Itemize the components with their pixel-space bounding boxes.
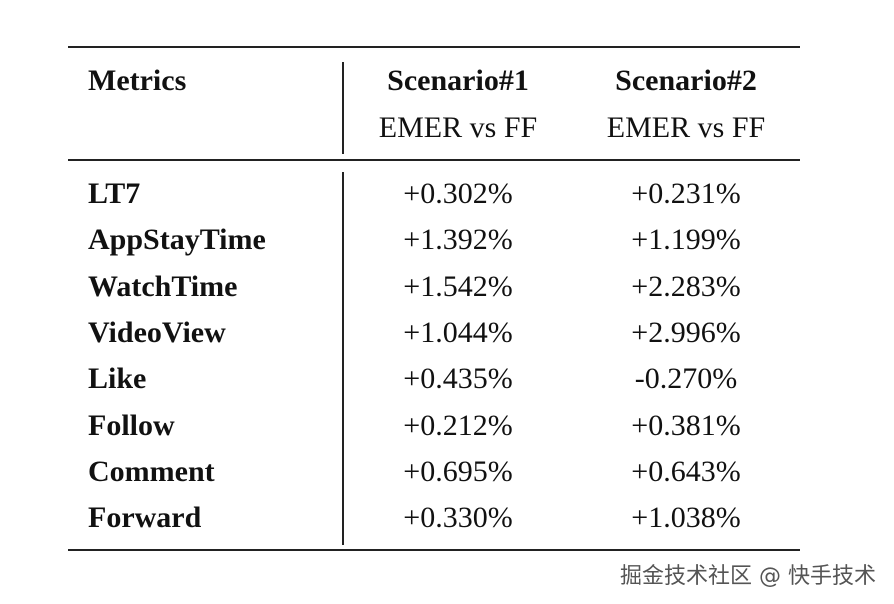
metric-value: +0.231% xyxy=(631,177,741,210)
metric-name: VideoView xyxy=(88,315,226,349)
metric-value: +0.302% xyxy=(403,177,513,210)
metric-value: +1.392% xyxy=(403,223,513,257)
subheader-cell: EMER vs FF xyxy=(378,111,538,144)
bottom-rule xyxy=(68,549,800,551)
metric-value: -0.270% xyxy=(634,362,738,396)
watermark: 掘金技术社区 @ 快手技术 xyxy=(620,564,876,589)
metric-value: +1.038% xyxy=(631,501,741,535)
header-cell: Scenario#2 xyxy=(615,64,757,97)
metric-value: +1.542% xyxy=(403,269,513,303)
metric-name: Like xyxy=(88,362,147,396)
metric-name: Follow xyxy=(88,408,175,442)
metric-value: +0.212% xyxy=(403,408,513,442)
header-cell: Metrics xyxy=(88,64,187,97)
column-divider xyxy=(342,62,344,154)
column-divider xyxy=(342,172,344,545)
metric-name: AppStayTime xyxy=(88,223,266,257)
metric-value: +2.996% xyxy=(631,315,741,349)
header-cell: Scenario#1 xyxy=(387,64,529,97)
metric-value: +1.199% xyxy=(631,223,741,257)
metric-value: +0.695% xyxy=(403,454,513,488)
metric-value: +0.330% xyxy=(403,501,513,535)
metric-value: +0.435% xyxy=(403,362,513,396)
metric-value: +1.044% xyxy=(403,315,513,349)
mid-rule xyxy=(68,159,800,161)
metric-value: +0.643% xyxy=(631,454,741,488)
subheader-cell: EMER vs FF xyxy=(606,111,766,144)
metric-value: +0.381% xyxy=(631,408,741,442)
top-rule xyxy=(68,46,800,48)
metric-name: LT7 xyxy=(88,177,141,210)
metric-name: WatchTime xyxy=(88,269,238,303)
metric-name: Comment xyxy=(88,454,215,488)
metric-value: +2.283% xyxy=(631,269,741,303)
metric-name: Forward xyxy=(88,501,202,535)
